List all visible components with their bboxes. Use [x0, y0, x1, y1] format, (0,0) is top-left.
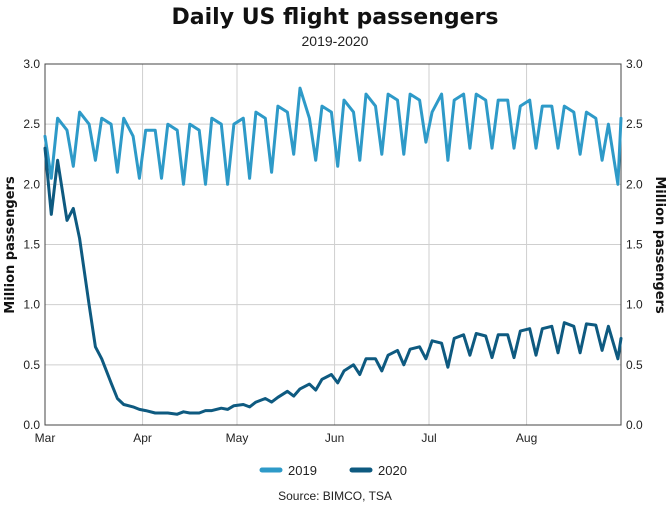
- x-tick-label: Jul: [421, 431, 436, 445]
- x-tick-label: Aug: [516, 431, 537, 445]
- legend-label-2020: 2020: [378, 463, 407, 478]
- y-tick-label-left: 1.5: [23, 238, 40, 252]
- plot-frame: [44, 63, 622, 426]
- y-tick-label-right: 2.5: [626, 117, 643, 131]
- x-tick-label: Mar: [35, 431, 56, 445]
- legend: 2019 2020: [259, 463, 407, 478]
- x-tick-label: May: [226, 431, 249, 445]
- x-axis: Mar Apr May Jun Jul Aug: [35, 431, 538, 445]
- series-line-2019: [43, 86, 623, 186]
- source-note: Source: BIMCO, TSA: [278, 489, 392, 503]
- y-tick-label-left: 0.5: [23, 358, 40, 372]
- y-tick-label-right: 2.0: [626, 177, 643, 191]
- series-line-2020: [43, 146, 623, 416]
- y-axis-label-right: Million passengers: [652, 176, 667, 314]
- y-tick-label-left: 2.0: [23, 177, 40, 191]
- chart-title: Daily US flight passengers: [172, 5, 499, 30]
- y-tick-label-left: 1.0: [23, 298, 40, 312]
- y-tick-label-right: 0.5: [626, 358, 643, 372]
- chart-subtitle: 2019-2020: [302, 33, 369, 49]
- y-tick-label-left: 3.0: [23, 57, 40, 71]
- y-axis-left: 0.0 0.5 1.0 1.5 2.0 2.5 3.0: [23, 57, 40, 432]
- y-tick-label-right: 1.5: [626, 238, 643, 252]
- y-tick-label-left: 0.0: [23, 418, 40, 432]
- y-tick-label-right: 1.0: [626, 298, 643, 312]
- series-lines: [43, 86, 623, 416]
- y-tick-label-left: 2.5: [23, 117, 40, 131]
- x-tick-label: Jun: [325, 431, 344, 445]
- y-tick-label-right: 0.0: [626, 418, 643, 432]
- legend-label-2019: 2019: [288, 463, 317, 478]
- y-axis-label-left: Million passengers: [3, 176, 18, 314]
- x-tick-label: Apr: [133, 431, 152, 445]
- y-axis-right: 0.0 0.5 1.0 1.5 2.0 2.5 3.0: [626, 57, 643, 432]
- y-tick-label-right: 3.0: [626, 57, 643, 71]
